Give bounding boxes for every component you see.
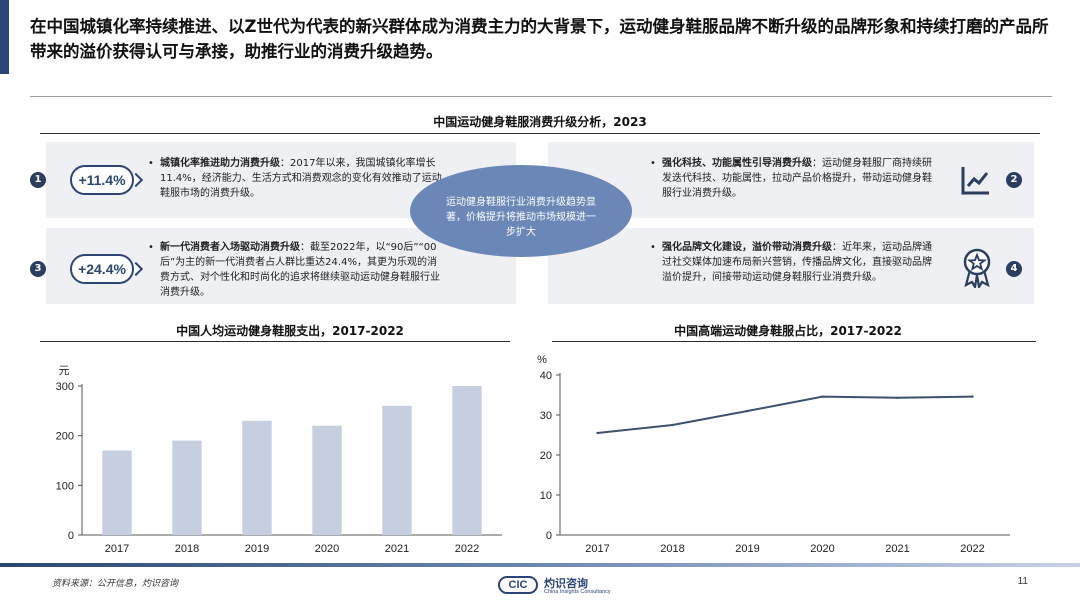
- bar-2017: [102, 450, 132, 535]
- item-number-1: 1: [30, 172, 46, 188]
- logo-name-cn: 灼识咨询: [544, 577, 588, 590]
- analysis-title-underline: [40, 133, 1040, 134]
- center-summary-text: 运动健身鞋服行业消费升级趋势显著，价格提升将推动市场规模进一步扩大: [446, 197, 596, 238]
- x-tick-label: 2021: [885, 543, 909, 555]
- y-tick-label: 20: [540, 450, 552, 462]
- item-bold-1: 城镇化率推进助力消费升级: [160, 158, 280, 169]
- x-tick-label: 2021: [385, 543, 409, 555]
- logo-mark: CIC: [498, 576, 538, 594]
- point-2021: [896, 396, 899, 399]
- x-tick-label: 2019: [735, 543, 759, 555]
- center-summary-oval: 运动健身鞋服行业消费升级趋势显著，价格提升将推动市场规模进一步扩大: [410, 165, 632, 257]
- y-tick-label: 300: [56, 381, 74, 393]
- y-unit-label: %: [537, 354, 547, 366]
- point-2022: [971, 395, 974, 398]
- growth-badge-1: +11.4%: [70, 165, 134, 195]
- bar-2021: [382, 405, 412, 535]
- bar-2020: [312, 425, 342, 535]
- bar-chart: 元 0 100 200 300 2017 2018 2019 2020 2021 2022: [56, 365, 502, 555]
- point-2017: [596, 431, 599, 435]
- line-chart-title-underline: [552, 341, 1036, 342]
- item-body-2: ：运动健身鞋服厂商持续研发迭代科技、功能属性，拉动产品价格提升，带动运动健身鞋服…: [662, 158, 932, 199]
- page-number: 11: [1017, 576, 1028, 587]
- analysis-title: 中国运动健身鞋服消费升级分析，2023: [433, 115, 647, 129]
- series-line: [597, 395, 973, 434]
- y-tick-label: 200: [56, 431, 74, 443]
- y-tick-label: 0: [68, 530, 74, 542]
- item-body-4: ：近年来，运动品牌通过社交媒体加速布局新兴营销，传播品牌文化，直接驱动品牌溢价提…: [662, 242, 932, 283]
- award-ribbon-icon: [963, 248, 991, 288]
- panel-4: [548, 228, 1034, 304]
- y-unit-label: 元: [59, 365, 70, 377]
- item-text-1: • 城镇化率推进助力消费升级：2017年以来，我国城镇化率增长11.4%，经济能力…: [148, 158, 442, 199]
- x-tick-label: 2019: [245, 543, 269, 555]
- point-2018: [671, 423, 674, 427]
- line-chart-icon: [961, 167, 989, 195]
- bar-chart-title: 中国人均运动健身鞋服支出，2017-2022: [176, 324, 404, 338]
- y-tick-label: 30: [540, 410, 552, 422]
- y-tick-label: 10: [540, 490, 552, 502]
- line-chart-title: 中国高端运动健身鞋服占比，2017-2022: [674, 324, 902, 338]
- x-tick-label: 2017: [105, 543, 129, 555]
- page-headline: 在中国城镇化率持续推进、以Z世代为代表的新兴群体成为消费主力的大背景下，运动健身…: [30, 17, 1049, 61]
- header-divider: [30, 96, 1052, 97]
- item-number-2: 2: [1006, 172, 1022, 188]
- x-tick-label: 2018: [660, 543, 684, 555]
- y-tick-label: 100: [56, 480, 74, 492]
- x-tick-label: 2020: [315, 543, 339, 555]
- x-tick-label: 2022: [455, 543, 479, 555]
- footer-bar: [0, 563, 1080, 567]
- item-text-3: • 新一代消费者入场驱动消费升级：截至2022年，以“90后”“00后”为主的新一…: [148, 242, 440, 298]
- accent-bar: [0, 0, 9, 74]
- y-tick-label: 0: [546, 530, 552, 542]
- item-text-4: • 强化品牌文化建设，溢价带动消费升级：近年来，运动品牌通过社交媒体加速布局新兴营…: [650, 242, 932, 283]
- item-number-4: 4: [1006, 261, 1022, 277]
- bar-2022: [452, 386, 482, 535]
- x-tick-label: 2018: [175, 543, 199, 555]
- x-tick-label: 2022: [960, 543, 984, 555]
- item-number-3: 3: [30, 261, 46, 277]
- point-2020: [821, 395, 824, 398]
- item-body-1: ：2017年以来，我国城镇化率增长11.4%，经济能力、生活方式和消费观念的变化…: [160, 158, 442, 199]
- item-bold-4: 强化品牌文化建设，溢价带动消费升级: [662, 242, 832, 253]
- bar-chart-title-underline: [40, 341, 510, 342]
- y-tick-label: 40: [540, 370, 552, 382]
- item-body-3: ：截至2022年，以“90后”“00后”为主的新一代消费者占人群比重达24.4%…: [160, 242, 440, 298]
- growth-badge-3: +24.4%: [70, 254, 134, 284]
- source-note: 资料来源：公开信息，灼识咨询: [52, 579, 179, 589]
- x-tick-label: 2017: [585, 543, 609, 555]
- point-2019: [746, 409, 749, 413]
- x-tick-label: 2020: [810, 543, 834, 555]
- item-bold-2: 强化科技、功能属性引导消费升级: [662, 158, 812, 169]
- item-text-2: • 强化科技、功能属性引导消费升级：运动健身鞋服厂商持续研发迭代科技、功能属性，拉…: [650, 158, 932, 199]
- line-chart: % 0 10 20 30 40 2017 2018 2019 2020 2021 2022: [537, 354, 1010, 555]
- bar-2018: [172, 440, 202, 535]
- bar-2019: [242, 420, 272, 535]
- logo-name-en: China Insights Consultancy: [544, 589, 611, 595]
- item-bold-3: 新一代消费者入场驱动消费升级: [160, 242, 300, 253]
